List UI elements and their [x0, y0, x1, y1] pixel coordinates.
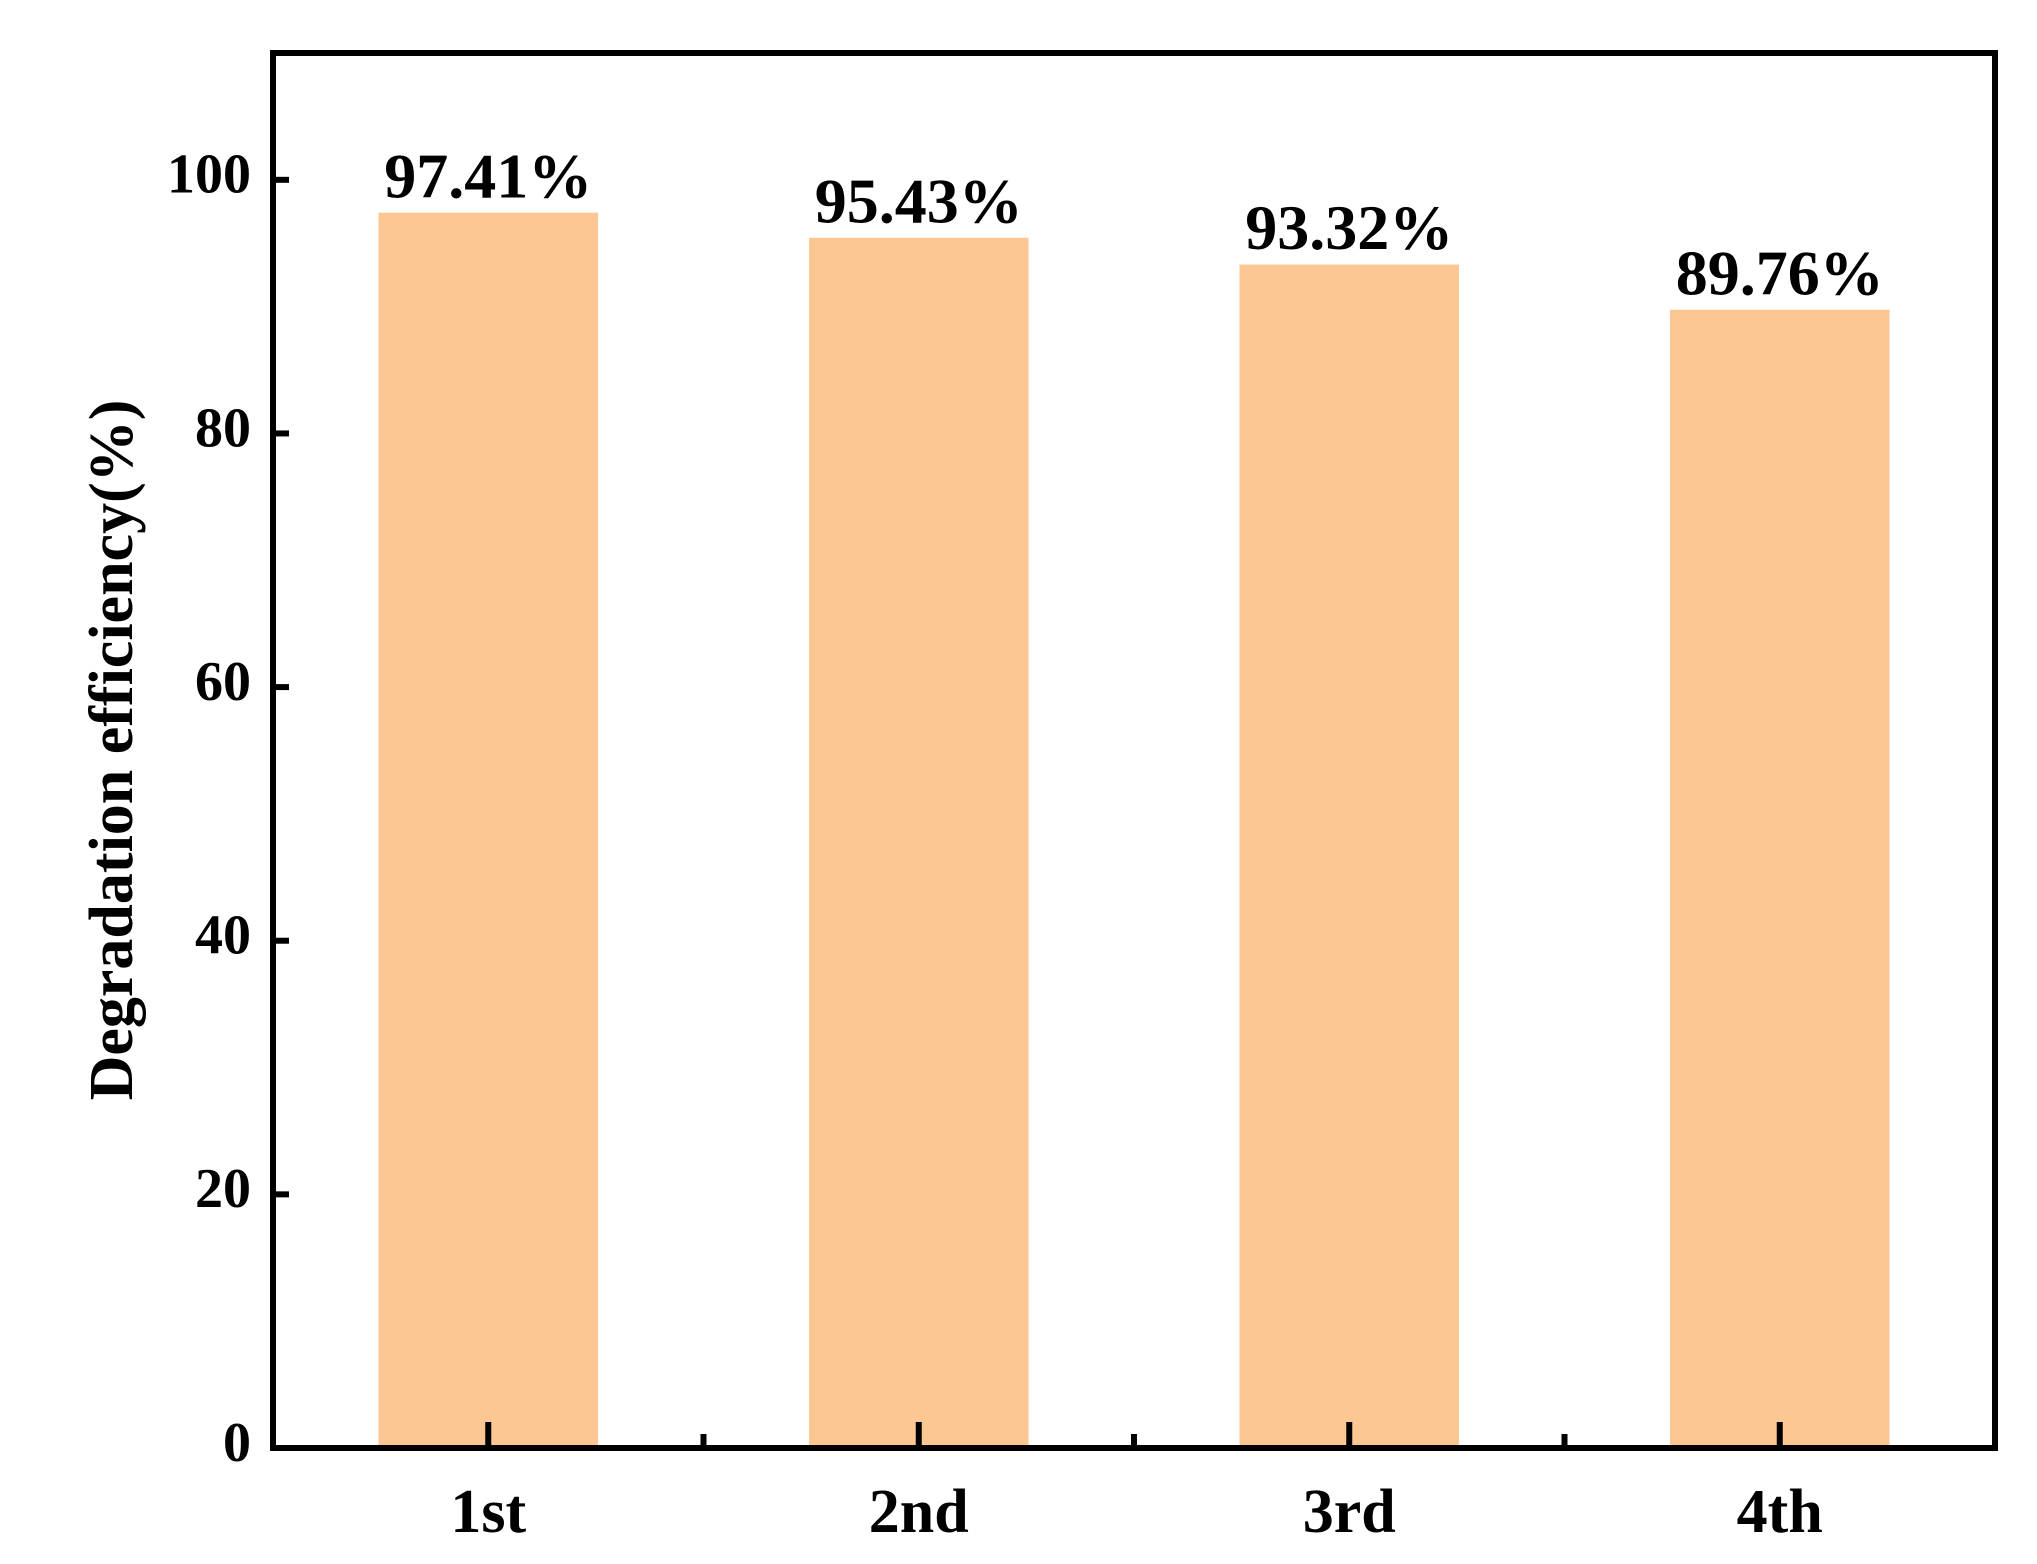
- x-tick-label: 3rd: [1303, 1478, 1396, 1546]
- bar: [1669, 309, 1890, 1449]
- value-label: 93.32%: [1245, 192, 1453, 263]
- y-tick-label: 40: [195, 905, 251, 967]
- y-tick-label: 20: [195, 1158, 251, 1220]
- y-tick-label: 100: [167, 144, 251, 206]
- bar: [1239, 264, 1460, 1448]
- value-label: 89.76%: [1676, 237, 1884, 308]
- value-label: 95.43%: [815, 165, 1023, 236]
- x-tick-label: 4th: [1737, 1478, 1823, 1546]
- x-tick-label: 2nd: [869, 1478, 969, 1546]
- bar: [378, 212, 599, 1449]
- bar: [808, 237, 1029, 1449]
- value-label: 97.41%: [384, 140, 592, 211]
- x-tick-label: 1st: [450, 1478, 526, 1546]
- y-axis-title: Degradation efficiency(%): [78, 400, 146, 1101]
- plot-frame: [270, 50, 1998, 1451]
- y-tick-label: 0: [223, 1412, 251, 1474]
- y-tick-label: 80: [195, 397, 251, 459]
- y-tick-label: 60: [195, 651, 251, 713]
